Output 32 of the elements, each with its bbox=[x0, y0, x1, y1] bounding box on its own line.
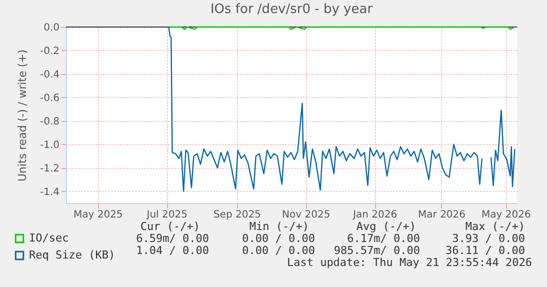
y-axis-title: Units read (-) / write (+) bbox=[16, 49, 29, 182]
text: Cur (-/+) bbox=[140, 220, 200, 233]
x-tick-label: May 2025 bbox=[73, 210, 123, 220]
y-tick-label: -0.6 bbox=[40, 92, 60, 104]
legend-label: IO/sec bbox=[29, 232, 69, 244]
text: 36.11 / 0.00 bbox=[446, 244, 525, 257]
x-tick-label: Sep 2025 bbox=[213, 210, 261, 220]
y-tick-label: 0.0 bbox=[44, 22, 60, 34]
y-tick-label: -0.2 bbox=[40, 46, 60, 57]
text: 1.04 / 0.00 bbox=[136, 244, 209, 257]
text: 0.00 / 0.00 bbox=[242, 232, 315, 245]
x-tick-label: May 2026 bbox=[482, 210, 531, 220]
text: 6.17m/ 0.00 bbox=[347, 232, 420, 245]
text: 985.57m/ 0.00 bbox=[334, 244, 420, 257]
x-tick-label: Jul 2025 bbox=[146, 210, 188, 220]
text: Min (-/+) bbox=[249, 220, 309, 233]
y-tick-label: -1.4 bbox=[40, 186, 60, 198]
text: Max (-/+) bbox=[465, 220, 525, 233]
text: Last update: Thu May 21 23:55:44 2026 bbox=[286, 256, 532, 269]
x-tick-label: Jan 2026 bbox=[352, 210, 398, 220]
text: 0.00 / 0.00 bbox=[242, 244, 315, 257]
text: 3.93 / 0.00 bbox=[452, 232, 525, 245]
x-tick-label: Mar 2026 bbox=[418, 210, 466, 220]
y-tick-label: -0.4 bbox=[40, 69, 60, 80]
y-tick-label: -1.2 bbox=[40, 163, 60, 174]
y-tick-label: -1.0 bbox=[40, 140, 60, 151]
legend-label: Req Size (KB) bbox=[29, 248, 116, 262]
chart-title: IOs for /dev/sr0 - by year bbox=[210, 2, 374, 17]
x-tick-label: Nov 2025 bbox=[282, 210, 330, 220]
y-tick-label: -0.8 bbox=[40, 116, 60, 128]
text: Avg (-/+) bbox=[356, 220, 416, 233]
text: 6.59m/ 0.00 bbox=[136, 232, 209, 245]
